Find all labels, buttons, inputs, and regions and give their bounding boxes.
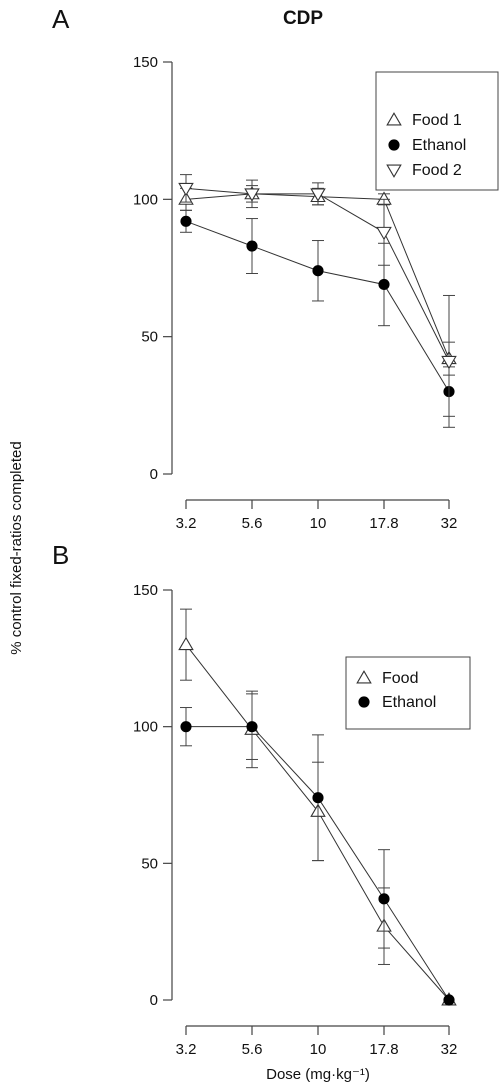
data-point — [178, 636, 194, 651]
legend: Food Ethanol — [345, 656, 471, 730]
legend-marker — [386, 112, 402, 126]
y-axis-label: % control fixed-ratios completed — [8, 441, 25, 654]
data-point — [310, 188, 326, 202]
data-point — [378, 893, 390, 905]
panel-b-letter: B — [52, 540, 69, 570]
legend-marker — [388, 139, 400, 151]
panel-a-letter: A — [52, 4, 70, 34]
series-ethanol — [180, 693, 455, 1006]
panel-b: 0 50 100 150 3.2 5.6 10 17.8 32 Food Ethanol — [133, 582, 471, 1058]
data-point — [443, 994, 455, 1006]
data-point — [376, 226, 392, 241]
x-tick-label: 32 — [441, 515, 458, 532]
data-point — [246, 240, 258, 252]
legend-box — [345, 656, 471, 730]
data-point — [180, 215, 192, 227]
x-axis-label: Dose (mg·kg⁻¹) — [266, 1066, 370, 1083]
data-point — [246, 721, 258, 733]
chart-title: CDP — [283, 8, 323, 29]
data-point — [312, 265, 324, 277]
y-tick-label: 0 — [150, 466, 158, 483]
x-tick-label: 10 — [310, 1041, 327, 1058]
y-tick-label: 0 — [150, 992, 158, 1009]
data-point — [180, 721, 192, 733]
x-tick-label: 17.8 — [369, 1041, 398, 1058]
series-food-2 — [178, 174, 457, 428]
data-point — [178, 182, 194, 197]
legend-label: Ethanol — [382, 694, 436, 711]
legend-marker — [356, 670, 372, 684]
data-point — [378, 278, 390, 291]
y-tick-label: 100 — [133, 191, 158, 208]
legend-label: Ethanol — [412, 137, 466, 154]
y-tick-label: 50 — [141, 855, 158, 872]
legend: Food 1 Ethanol Food 2 — [375, 71, 499, 191]
x-tick-label: 5.6 — [242, 515, 263, 532]
x-tick-label: 17.8 — [369, 515, 398, 532]
legend-label: Food 2 — [412, 162, 462, 179]
legend-marker — [386, 164, 402, 178]
data-point — [244, 188, 260, 202]
legend-label: Food — [382, 670, 418, 687]
series-ethanol — [180, 209, 455, 417]
y-tick-label: 150 — [133, 54, 158, 71]
data-point — [441, 355, 457, 370]
x-tick-label: 5.6 — [242, 1041, 263, 1058]
y-tick-label: 50 — [141, 329, 158, 346]
y-tick-label: 100 — [133, 719, 158, 736]
x-tick-label: 32 — [441, 1041, 458, 1058]
x-tick-label: 3.2 — [176, 515, 197, 532]
x-tick-label: 10 — [310, 515, 327, 532]
y-tick-label: 150 — [133, 582, 158, 599]
legend-label: Food 1 — [412, 112, 462, 129]
x-tick-label: 3.2 — [176, 1041, 197, 1058]
data-point — [312, 792, 324, 804]
legend-marker — [358, 696, 370, 708]
